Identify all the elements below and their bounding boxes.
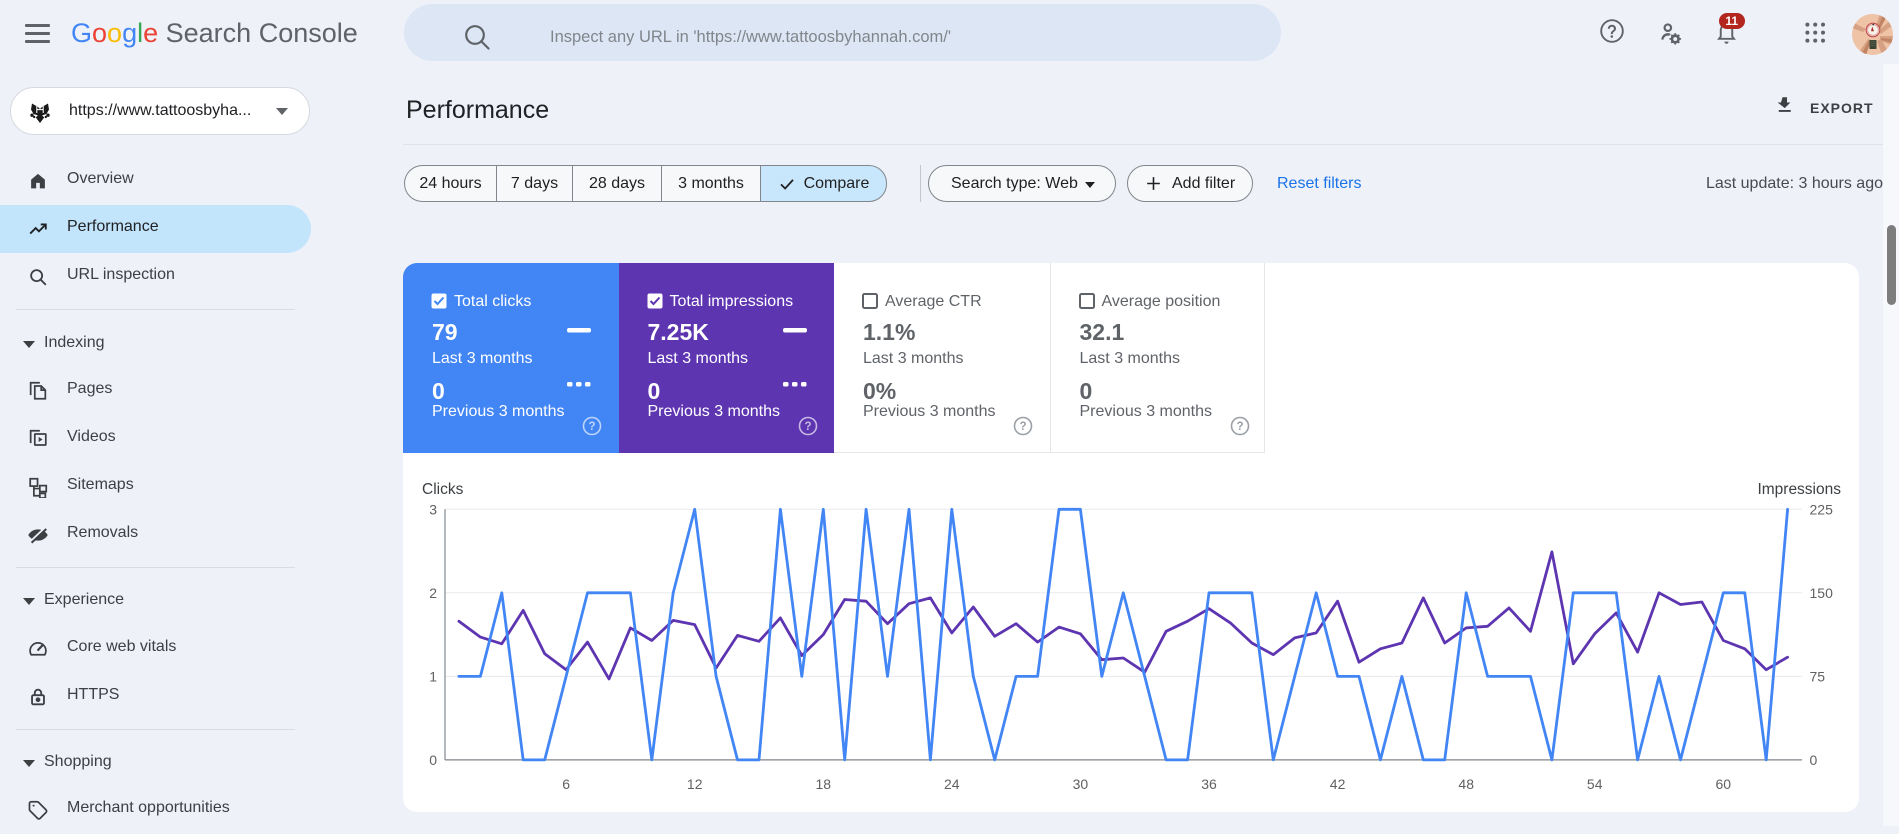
svg-text:?: ? xyxy=(588,421,595,433)
svg-text:30: 30 xyxy=(1073,776,1089,792)
svg-text:75: 75 xyxy=(1810,668,1826,684)
svg-text:60: 60 xyxy=(1716,776,1732,792)
svg-text:225: 225 xyxy=(1810,501,1834,517)
svg-text:12: 12 xyxy=(687,776,703,792)
svg-text:24: 24 xyxy=(944,776,960,792)
svg-text:0: 0 xyxy=(429,752,437,768)
svg-text:6: 6 xyxy=(562,776,570,792)
svg-text:1: 1 xyxy=(429,668,437,684)
svg-text:42: 42 xyxy=(1330,776,1346,792)
svg-text:0: 0 xyxy=(1810,752,1818,768)
svg-text:2: 2 xyxy=(429,585,437,601)
svg-text:48: 48 xyxy=(1458,776,1474,792)
svg-text:3: 3 xyxy=(429,501,437,517)
svg-text:Clicks: Clicks xyxy=(422,481,464,498)
svg-text:36: 36 xyxy=(1201,776,1217,792)
svg-text:?: ? xyxy=(1019,421,1026,433)
svg-text:54: 54 xyxy=(1587,776,1603,792)
svg-text:18: 18 xyxy=(816,776,832,792)
svg-text:?: ? xyxy=(804,421,811,433)
svg-text:150: 150 xyxy=(1810,585,1834,601)
svg-text:?: ? xyxy=(1236,421,1243,433)
svg-text:Impressions: Impressions xyxy=(1757,481,1841,498)
